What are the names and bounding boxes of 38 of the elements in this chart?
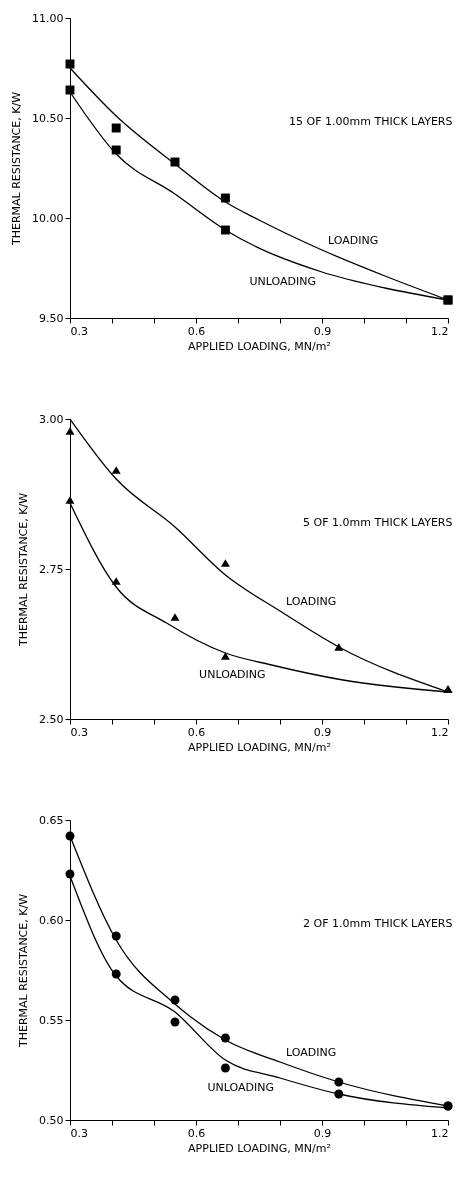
- x-axis-title: APPLIED LOADING, MN/m²: [188, 1141, 331, 1155]
- x-axis-title: APPLIED LOADING, MN/m²: [188, 740, 331, 754]
- x-tick-label: 0.6: [187, 1126, 206, 1140]
- x-tick-label: 0.3: [70, 1126, 88, 1140]
- text: 15 OF 1.00mm THICK LAYERS: [289, 115, 453, 128]
- series-label: LOADING: [328, 234, 379, 247]
- y-tick-label: 3.00: [39, 412, 64, 426]
- x-tick-label: 0.9: [313, 725, 332, 739]
- y-tick-label: 11.00: [32, 11, 64, 25]
- y-tick-label: 0.55: [39, 1013, 64, 1027]
- y-tick-label: 2.75: [39, 562, 64, 576]
- y-axis-title: THERMAL RESISTANCE, K/W: [17, 492, 31, 648]
- y-tick-label: 10.50: [32, 111, 64, 125]
- y-tick-label: 9.50: [39, 311, 64, 325]
- x-tick-label: 0.9: [313, 324, 332, 338]
- y-tick-label: 10.00: [32, 211, 64, 225]
- x-tick-label: 0.3: [70, 725, 88, 739]
- x-tick-label: 0.9: [313, 1126, 332, 1140]
- y-tick-label: 0.60: [39, 913, 64, 927]
- x-tick-label: 0.6: [187, 324, 206, 338]
- text: 2 OF 1.0mm THICK LAYERS: [303, 917, 453, 930]
- series-label: UNLOADING: [199, 668, 266, 681]
- x-tick-label: 1.2: [431, 1126, 449, 1140]
- x-axis-title: APPLIED LOADING, MN/m²: [188, 339, 331, 353]
- x-tick-label: 0.6: [187, 725, 206, 739]
- y-tick-label: 0.65: [39, 813, 64, 827]
- x-tick-label: 0.3: [70, 324, 88, 338]
- series-label: UNLOADING: [249, 275, 316, 288]
- y-axis-title: THERMAL RESISTANCE, K/W: [10, 91, 24, 247]
- series-label: LOADING: [286, 1046, 337, 1059]
- y-tick-label: 0.50: [39, 1113, 64, 1127]
- text: 5 OF 1.0mm THICK LAYERS: [303, 516, 453, 529]
- series-label: LOADING: [286, 595, 337, 608]
- x-tick-label: 1.2: [431, 725, 449, 739]
- x-tick-label: 1.2: [431, 324, 449, 338]
- series-label: UNLOADING: [207, 1081, 274, 1094]
- y-axis-title: THERMAL RESISTANCE, K/W: [17, 893, 31, 1049]
- y-tick-label: 2.50: [39, 712, 64, 726]
